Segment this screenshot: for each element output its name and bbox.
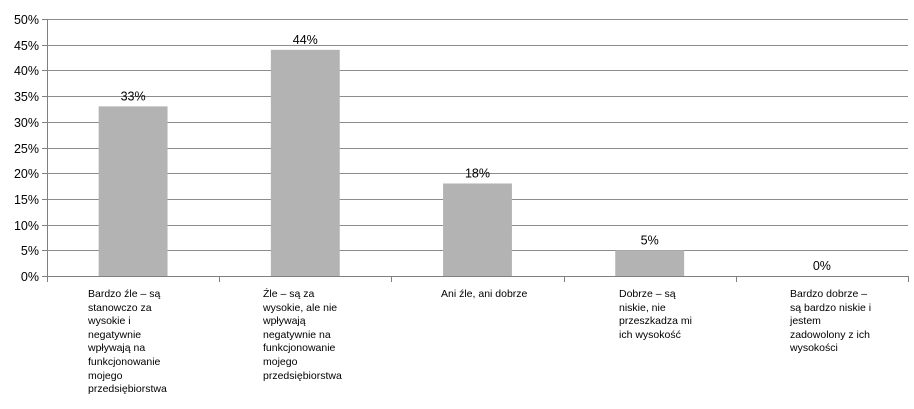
y-tick-label: 45% [14,39,39,53]
y-tick-label: 40% [14,64,39,78]
x-tick-label: Źle – są za wysokie, ale nie wpływają ne… [263,288,342,382]
y-tick-label: 5% [21,244,39,258]
value-labels: 33% 44% 18% 5% 0% [121,33,831,273]
bars [98,49,685,277]
y-tick-label: 0% [21,270,39,284]
bar [270,49,340,277]
bar [98,106,168,276]
x-tick-label: Bardzo dobrze – są bardzo niskie i jeste… [790,288,872,355]
y-tick-label: 20% [14,167,39,181]
value-label: 18% [465,166,490,180]
bar [443,183,512,276]
x-tick-label: Ani źle, ani dobrze [441,288,528,300]
x-tick-label: Bardzo źle – są stanowczo za wysokie i n… [88,288,167,396]
y-tick-label: 35% [14,90,39,104]
y-tick-label: 10% [14,219,39,233]
x-tick-label: Dobrze – są niskie, nie przeszkadza mi i… [619,288,692,341]
y-tick-label: 25% [14,142,39,156]
value-label: 5% [641,233,659,247]
y-tick-label: 50% [14,13,39,27]
y-tick-labels: 0% 5% 10% 15% 20% 25% 30% 35% 40% 45% 50% [14,13,39,284]
value-label: 44% [293,33,318,47]
value-label: 33% [121,89,146,103]
bar [615,250,685,276]
axes [42,19,909,282]
value-label: 0% [813,259,831,273]
gridlines [47,19,908,251]
y-tick-label: 30% [14,116,39,130]
y-tick-label: 15% [14,193,39,207]
